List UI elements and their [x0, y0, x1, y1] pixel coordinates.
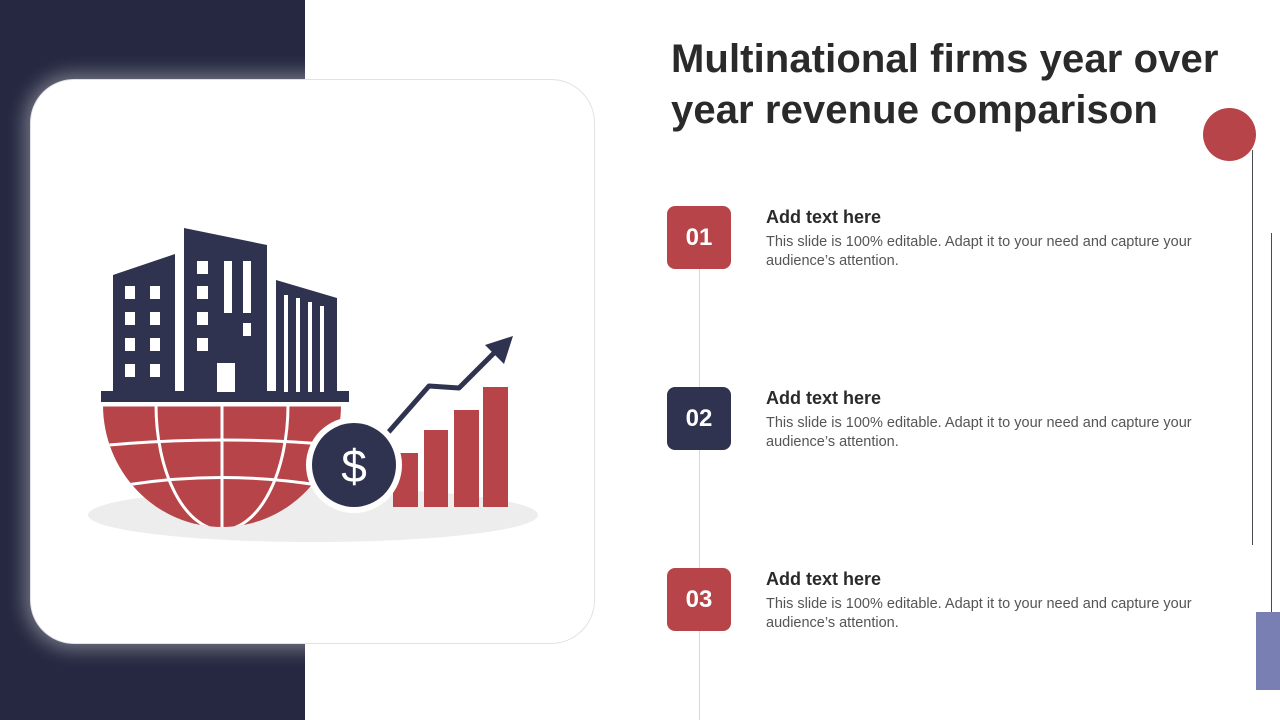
item-description: This slide is 100% editable. Adapt it to…	[766, 234, 1192, 269]
illustration-card: $	[30, 79, 595, 644]
timeline-line	[699, 238, 700, 720]
currency-symbol: $	[341, 440, 367, 492]
decorative-line	[1271, 233, 1272, 613]
item-description: This slide is 100% editable. Adapt it to…	[766, 415, 1192, 450]
item-heading: Add text here	[766, 207, 882, 227]
item-heading: Add text here	[766, 388, 882, 408]
step-number-badge: 02	[667, 387, 731, 450]
decorative-bar	[1256, 612, 1280, 690]
list-item: 03 Add text here This slide is 100% edit…	[667, 568, 1227, 648]
decorative-circle	[1203, 108, 1256, 161]
item-heading: Add text here	[766, 569, 882, 589]
dollar-coin-icon: $	[306, 417, 402, 513]
decorative-line	[1252, 150, 1253, 545]
globe-icon	[103, 405, 341, 527]
slide-title: Multinational firms year over year reven…	[671, 37, 1219, 132]
step-number-badge: 03	[667, 568, 731, 631]
item-description: This slide is 100% editable. Adapt it to…	[766, 596, 1192, 631]
growth-arrow-icon	[384, 336, 513, 437]
building-windows	[125, 261, 324, 392]
list-item: 01 Add text here This slide is 100% edit…	[667, 206, 1227, 286]
list-item: 02 Add text here This slide is 100% edit…	[667, 387, 1227, 467]
step-number-badge: 01	[667, 206, 731, 269]
globe-buildings-revenue-growth-icon: $	[88, 228, 538, 542]
